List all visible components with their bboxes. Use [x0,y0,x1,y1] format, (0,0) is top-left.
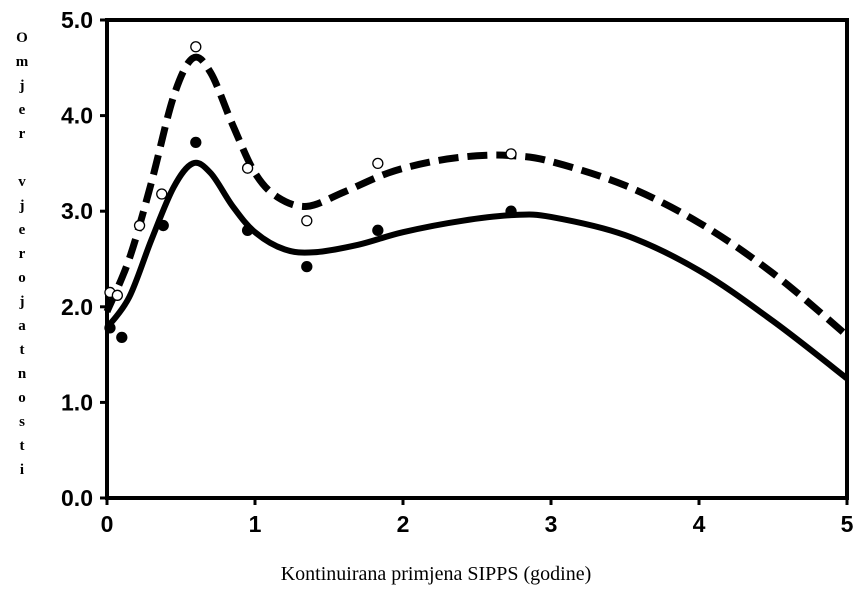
data-point [505,205,517,217]
y-axis-label-letter: v [18,174,26,190]
y-axis-label-letter: j [19,78,25,94]
y-axis-label-letter: a [18,318,26,334]
y-tick-label: 0.0 [61,485,93,511]
data-point [190,136,202,149]
data-point [241,224,254,236]
plot-frame [105,18,849,500]
y-axis-label-letter: j [19,294,25,310]
y-axis-label-letter: r [19,246,26,262]
y-axis-label-letter: m [16,54,29,70]
series-line-dashed [103,53,850,339]
x-tick-label: 4 [693,511,706,537]
y-axis-label-letter: s [19,414,25,430]
data-point [157,219,169,232]
data-point [241,162,254,174]
data-point [301,260,313,273]
y-axis-label-letter: r [19,126,26,142]
y-axis-label-letter: o [18,270,26,286]
x-tick-label: 1 [249,511,262,537]
x-tick-label: 3 [545,511,558,537]
y-axis-label-letter: o [18,390,26,406]
y-tick-label: 2.0 [61,294,93,320]
y-tick-label: 5.0 [61,7,93,33]
series-line-solid [104,159,849,381]
data-point [111,289,124,301]
x-axis-label: Kontinuirana primjena SIPPS (godine) [281,563,592,585]
x-tick-label: 2 [397,511,410,537]
y-axis-label-letter: e [19,102,26,118]
data-point [116,331,128,344]
y-axis-label-letter: t [20,342,25,358]
x-tick-label: 0 [101,511,114,537]
data-point [133,219,146,232]
y-tick-label: 4.0 [61,103,93,129]
data-point [505,148,517,160]
data-point [372,224,384,236]
y-tick-label: 3.0 [61,198,93,224]
y-axis-label-letter: t [20,438,25,454]
series-dashed [103,41,850,339]
y-axis-label-letter: i [20,462,24,478]
y-tick-label: 1.0 [61,389,93,415]
x-tick-label: 5 [841,511,854,537]
y-axis-label-letter: j [19,198,25,214]
series-solid [104,136,849,381]
y-axis-label-letter: n [18,366,27,382]
data-point [301,215,313,227]
x-axis-ticks: 0 1 2 3 4 5 [101,498,854,537]
y-axis-label-letter: e [19,222,26,238]
y-axis-ticks: 0.0 1.0 2.0 3.0 4.0 5.0 [61,7,107,511]
data-point [372,157,384,170]
data-point [156,188,168,200]
series-layer [103,41,850,381]
y-axis-label-letter: O [16,30,28,46]
data-point [190,41,202,53]
data-point [104,322,116,334]
